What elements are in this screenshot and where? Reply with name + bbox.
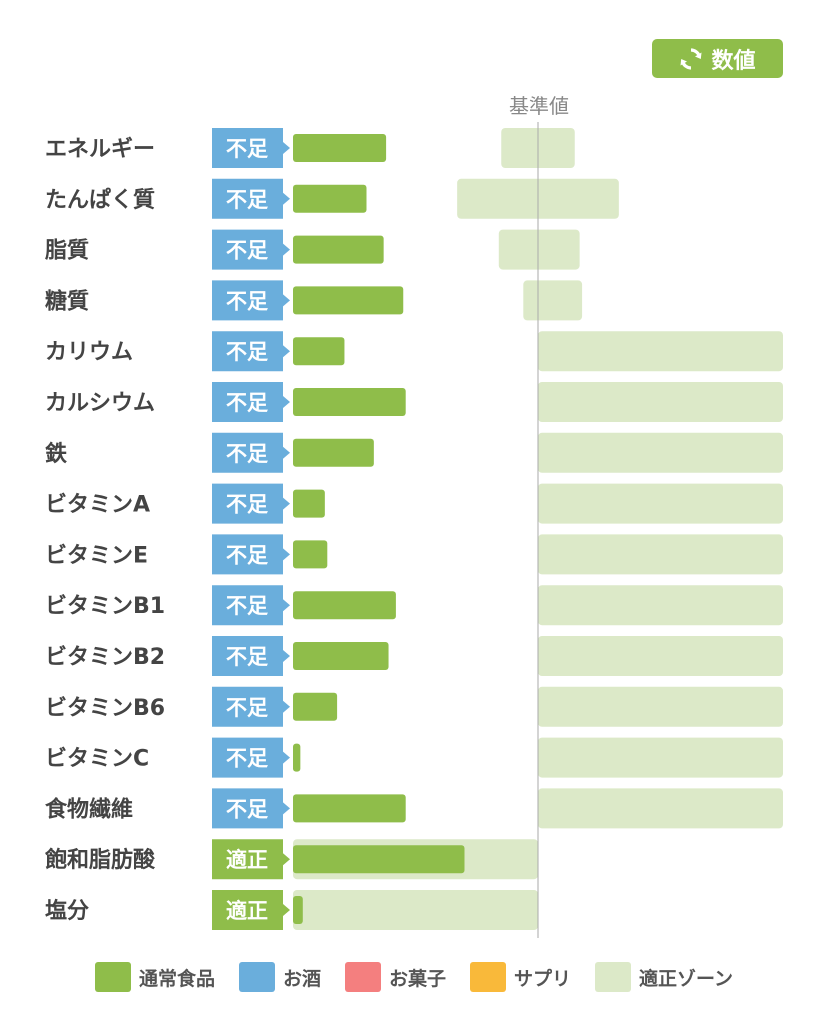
status-label: 適正 <box>226 899 268 923</box>
status-label: 不足 <box>226 594 268 618</box>
status-label: 不足 <box>226 696 268 720</box>
value-bar <box>293 438 374 467</box>
category-label: 糖質 <box>45 288 89 314</box>
legend: 通常食品 お酒 お菓子 サプリ 適正ゾーン <box>0 962 828 992</box>
value-bar <box>293 896 303 924</box>
appropriate-zone <box>538 686 783 727</box>
legend-swatch <box>344 962 381 992</box>
value-bar <box>293 743 301 772</box>
appropriate-zone <box>538 737 783 778</box>
status-tag <box>212 382 290 422</box>
status-tag <box>212 788 290 829</box>
value-bar <box>293 845 465 874</box>
status-tag <box>212 483 290 524</box>
appropriate-zone <box>538 382 783 422</box>
category-label: カルシウム <box>45 391 155 416</box>
appropriate-zone <box>523 280 583 321</box>
status-tag <box>212 331 290 372</box>
appropriate-zone <box>293 890 538 930</box>
status-tag <box>212 128 290 168</box>
value-bar <box>293 286 404 315</box>
legend-item: サプリ <box>469 962 571 992</box>
category-label: 鉄 <box>45 441 67 467</box>
appropriate-zone <box>538 788 783 829</box>
category-label: ビタミンA <box>45 493 150 518</box>
status-tag <box>212 280 290 321</box>
status-label: 不足 <box>226 137 268 161</box>
value-bar <box>293 235 384 264</box>
status-label: 不足 <box>226 645 268 669</box>
status-label: 不足 <box>226 493 268 517</box>
status-tag <box>212 636 290 676</box>
legend-swatch <box>238 962 275 992</box>
status-tag <box>212 229 290 270</box>
legend-label: お菓子 <box>388 967 446 990</box>
baseline-label: 基準値 <box>509 94 569 118</box>
status-label: 不足 <box>226 747 268 771</box>
value-bar <box>293 489 325 518</box>
legend-swatch <box>94 962 131 992</box>
category-label: ビタミンB6 <box>45 696 165 721</box>
value-bar <box>293 337 345 366</box>
legend-label: お酒 <box>282 967 321 990</box>
category-label: ビタミンC <box>45 747 149 772</box>
legend-label: 通常食品 <box>138 967 215 990</box>
appropriate-zone <box>538 483 783 524</box>
status-tag <box>212 686 290 727</box>
category-label: ビタミンE <box>45 543 148 568</box>
status-label: 適正 <box>226 848 268 872</box>
appropriate-zone <box>498 229 580 270</box>
status-label: 不足 <box>226 239 268 263</box>
category-label: ビタミンB1 <box>45 594 165 619</box>
legend-swatch <box>469 962 506 992</box>
legend-item: お菓子 <box>344 962 446 992</box>
legend-swatch <box>595 962 631 992</box>
category-label: 塩分 <box>45 898 89 924</box>
appropriate-zone <box>538 534 783 575</box>
status-tag <box>212 737 290 778</box>
toggle-values-button[interactable]: 数値 <box>652 39 783 78</box>
category-label: たんぱく質 <box>45 187 155 213</box>
status-tag <box>212 432 290 473</box>
value-bar <box>293 692 338 721</box>
appropriate-zone <box>538 331 783 372</box>
status-tag <box>212 890 290 930</box>
status-tag <box>212 534 290 575</box>
appropriate-zone <box>538 585 783 626</box>
status-label: 不足 <box>226 188 268 212</box>
toggle-label: 数値 <box>711 48 756 74</box>
value-bar <box>293 794 406 823</box>
status-label: 不足 <box>226 391 268 415</box>
legend-label: サプリ <box>513 967 571 990</box>
value-bar <box>293 540 328 569</box>
category-label: 飽和脂肪酸 <box>44 847 156 873</box>
refresh-icon <box>679 47 703 71</box>
value-bar <box>293 388 406 416</box>
status-tag <box>212 839 290 880</box>
value-bar <box>293 642 389 670</box>
status-label: 不足 <box>226 543 268 567</box>
legend-item: 適正ゾーン <box>595 962 733 992</box>
status-label: 不足 <box>226 340 268 364</box>
category-label: 食物繊維 <box>45 796 133 822</box>
status-label: 不足 <box>226 289 268 313</box>
value-bar <box>293 184 367 213</box>
legend-label: 適正ゾーン <box>639 967 734 990</box>
category-label: 脂質 <box>45 238 89 264</box>
status-label: 不足 <box>226 442 268 466</box>
legend-item: お酒 <box>238 962 321 992</box>
value-bar <box>293 591 396 620</box>
appropriate-zone <box>538 432 783 473</box>
legend-item: 通常食品 <box>94 962 215 992</box>
value-bar <box>293 134 387 162</box>
status-tag <box>212 178 290 219</box>
status-label: 不足 <box>226 797 268 821</box>
category-label: ビタミンB2 <box>45 645 165 670</box>
category-label: エネルギー <box>45 137 155 162</box>
status-tag <box>212 585 290 626</box>
appropriate-zone <box>538 636 783 676</box>
category-label: カリウム <box>45 340 133 365</box>
